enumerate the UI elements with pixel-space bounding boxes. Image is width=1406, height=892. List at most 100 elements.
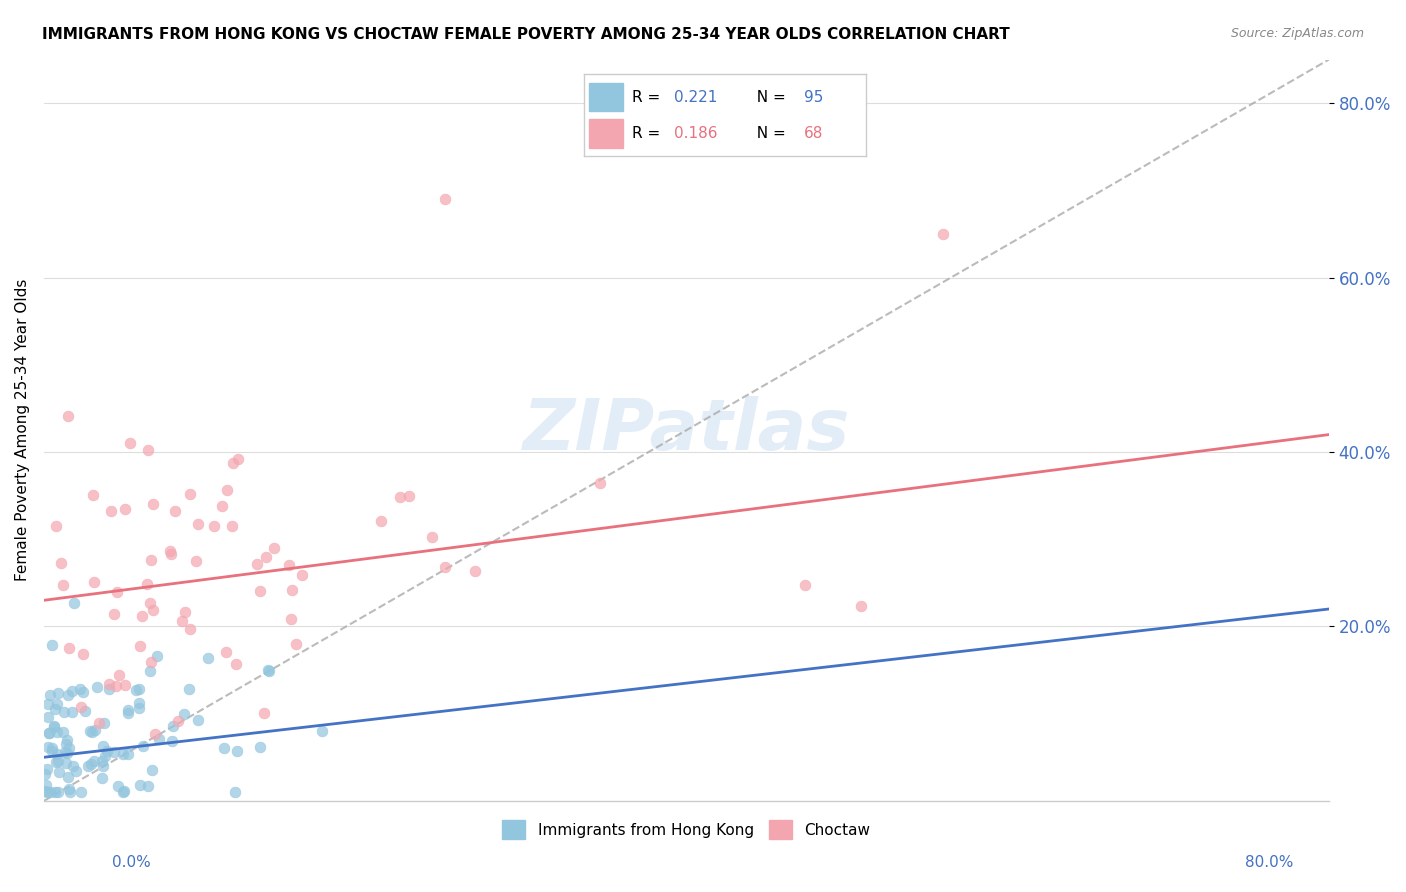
Point bbox=[167, 714, 190, 728]
Point bbox=[211, 500, 233, 514]
Point bbox=[253, 706, 276, 720]
Point bbox=[56, 733, 79, 747]
Point bbox=[160, 734, 183, 748]
Point bbox=[148, 732, 170, 747]
Point bbox=[222, 457, 245, 471]
Point bbox=[277, 558, 299, 573]
Point bbox=[83, 723, 105, 738]
Point bbox=[184, 554, 207, 568]
Point bbox=[91, 739, 114, 753]
Point bbox=[44, 785, 66, 799]
Point bbox=[215, 645, 238, 659]
Point bbox=[46, 686, 69, 700]
Point bbox=[107, 585, 129, 599]
Point bbox=[849, 599, 872, 613]
Point bbox=[162, 718, 184, 732]
Point bbox=[46, 747, 69, 762]
Point bbox=[80, 725, 103, 739]
Y-axis label: Female Poverty Among 25-34 Year Olds: Female Poverty Among 25-34 Year Olds bbox=[15, 279, 30, 582]
Point bbox=[139, 553, 162, 567]
Point bbox=[96, 744, 118, 758]
Point bbox=[128, 682, 150, 697]
Text: IMMIGRANTS FROM HONG KONG VS CHOCTAW FEMALE POVERTY AMONG 25-34 YEAR OLDS CORREL: IMMIGRANTS FROM HONG KONG VS CHOCTAW FEM… bbox=[42, 27, 1010, 42]
Point bbox=[464, 564, 486, 578]
Point bbox=[257, 663, 280, 677]
Point bbox=[125, 682, 148, 697]
Point bbox=[37, 710, 59, 724]
Point bbox=[112, 784, 135, 798]
Point bbox=[165, 504, 187, 518]
Point bbox=[174, 605, 197, 619]
Point bbox=[59, 785, 82, 799]
Point bbox=[51, 578, 73, 592]
Point bbox=[224, 785, 246, 799]
Point bbox=[34, 784, 56, 798]
Point bbox=[136, 779, 159, 793]
Point bbox=[70, 785, 93, 799]
Point bbox=[80, 757, 103, 772]
Point bbox=[58, 641, 80, 656]
Point bbox=[60, 684, 83, 698]
Point bbox=[35, 785, 58, 799]
Point bbox=[141, 763, 163, 777]
Point bbox=[48, 765, 70, 780]
Point bbox=[62, 759, 84, 773]
Point bbox=[83, 754, 105, 768]
Point bbox=[111, 747, 134, 761]
Point bbox=[173, 706, 195, 721]
Point bbox=[56, 770, 79, 784]
Point bbox=[72, 685, 94, 699]
Point bbox=[370, 514, 392, 528]
Point bbox=[420, 530, 443, 544]
Point bbox=[45, 697, 67, 711]
Point bbox=[38, 688, 60, 702]
Point bbox=[226, 452, 249, 467]
Point bbox=[38, 725, 60, 739]
Point bbox=[128, 700, 150, 714]
Point bbox=[73, 704, 96, 718]
Point bbox=[221, 519, 243, 533]
Point bbox=[79, 724, 101, 739]
Point bbox=[41, 740, 63, 755]
Point bbox=[187, 516, 209, 531]
Point bbox=[170, 614, 193, 628]
Point bbox=[34, 767, 56, 781]
Point bbox=[114, 501, 136, 516]
Point bbox=[108, 668, 131, 682]
Point bbox=[60, 706, 83, 720]
Point bbox=[388, 490, 411, 504]
Point bbox=[281, 582, 304, 597]
Point bbox=[225, 657, 247, 671]
Point bbox=[311, 723, 333, 738]
Point bbox=[58, 740, 80, 755]
Point bbox=[91, 771, 114, 785]
Point bbox=[434, 192, 457, 206]
Legend: Immigrants from Hong Kong, Choctaw: Immigrants from Hong Kong, Choctaw bbox=[496, 814, 876, 845]
Point bbox=[794, 577, 817, 591]
Point bbox=[72, 647, 94, 661]
Point bbox=[35, 762, 58, 776]
Point bbox=[128, 696, 150, 710]
Point bbox=[42, 718, 65, 732]
Point bbox=[37, 698, 59, 712]
Point bbox=[179, 622, 201, 636]
Point bbox=[55, 756, 77, 771]
Point bbox=[159, 544, 181, 558]
Point bbox=[215, 483, 238, 497]
Text: ZIPatlas: ZIPatlas bbox=[523, 396, 851, 465]
Point bbox=[131, 739, 153, 754]
Point bbox=[932, 227, 955, 241]
Point bbox=[263, 541, 285, 556]
Point bbox=[131, 608, 153, 623]
Point bbox=[52, 724, 75, 739]
Point bbox=[136, 577, 159, 591]
Point bbox=[44, 702, 66, 716]
Point bbox=[589, 476, 612, 491]
Point bbox=[49, 556, 72, 570]
Point bbox=[249, 739, 271, 754]
Point bbox=[434, 560, 457, 574]
Point bbox=[98, 681, 121, 696]
Point bbox=[143, 727, 166, 741]
Point bbox=[142, 497, 165, 511]
Point bbox=[58, 782, 80, 797]
